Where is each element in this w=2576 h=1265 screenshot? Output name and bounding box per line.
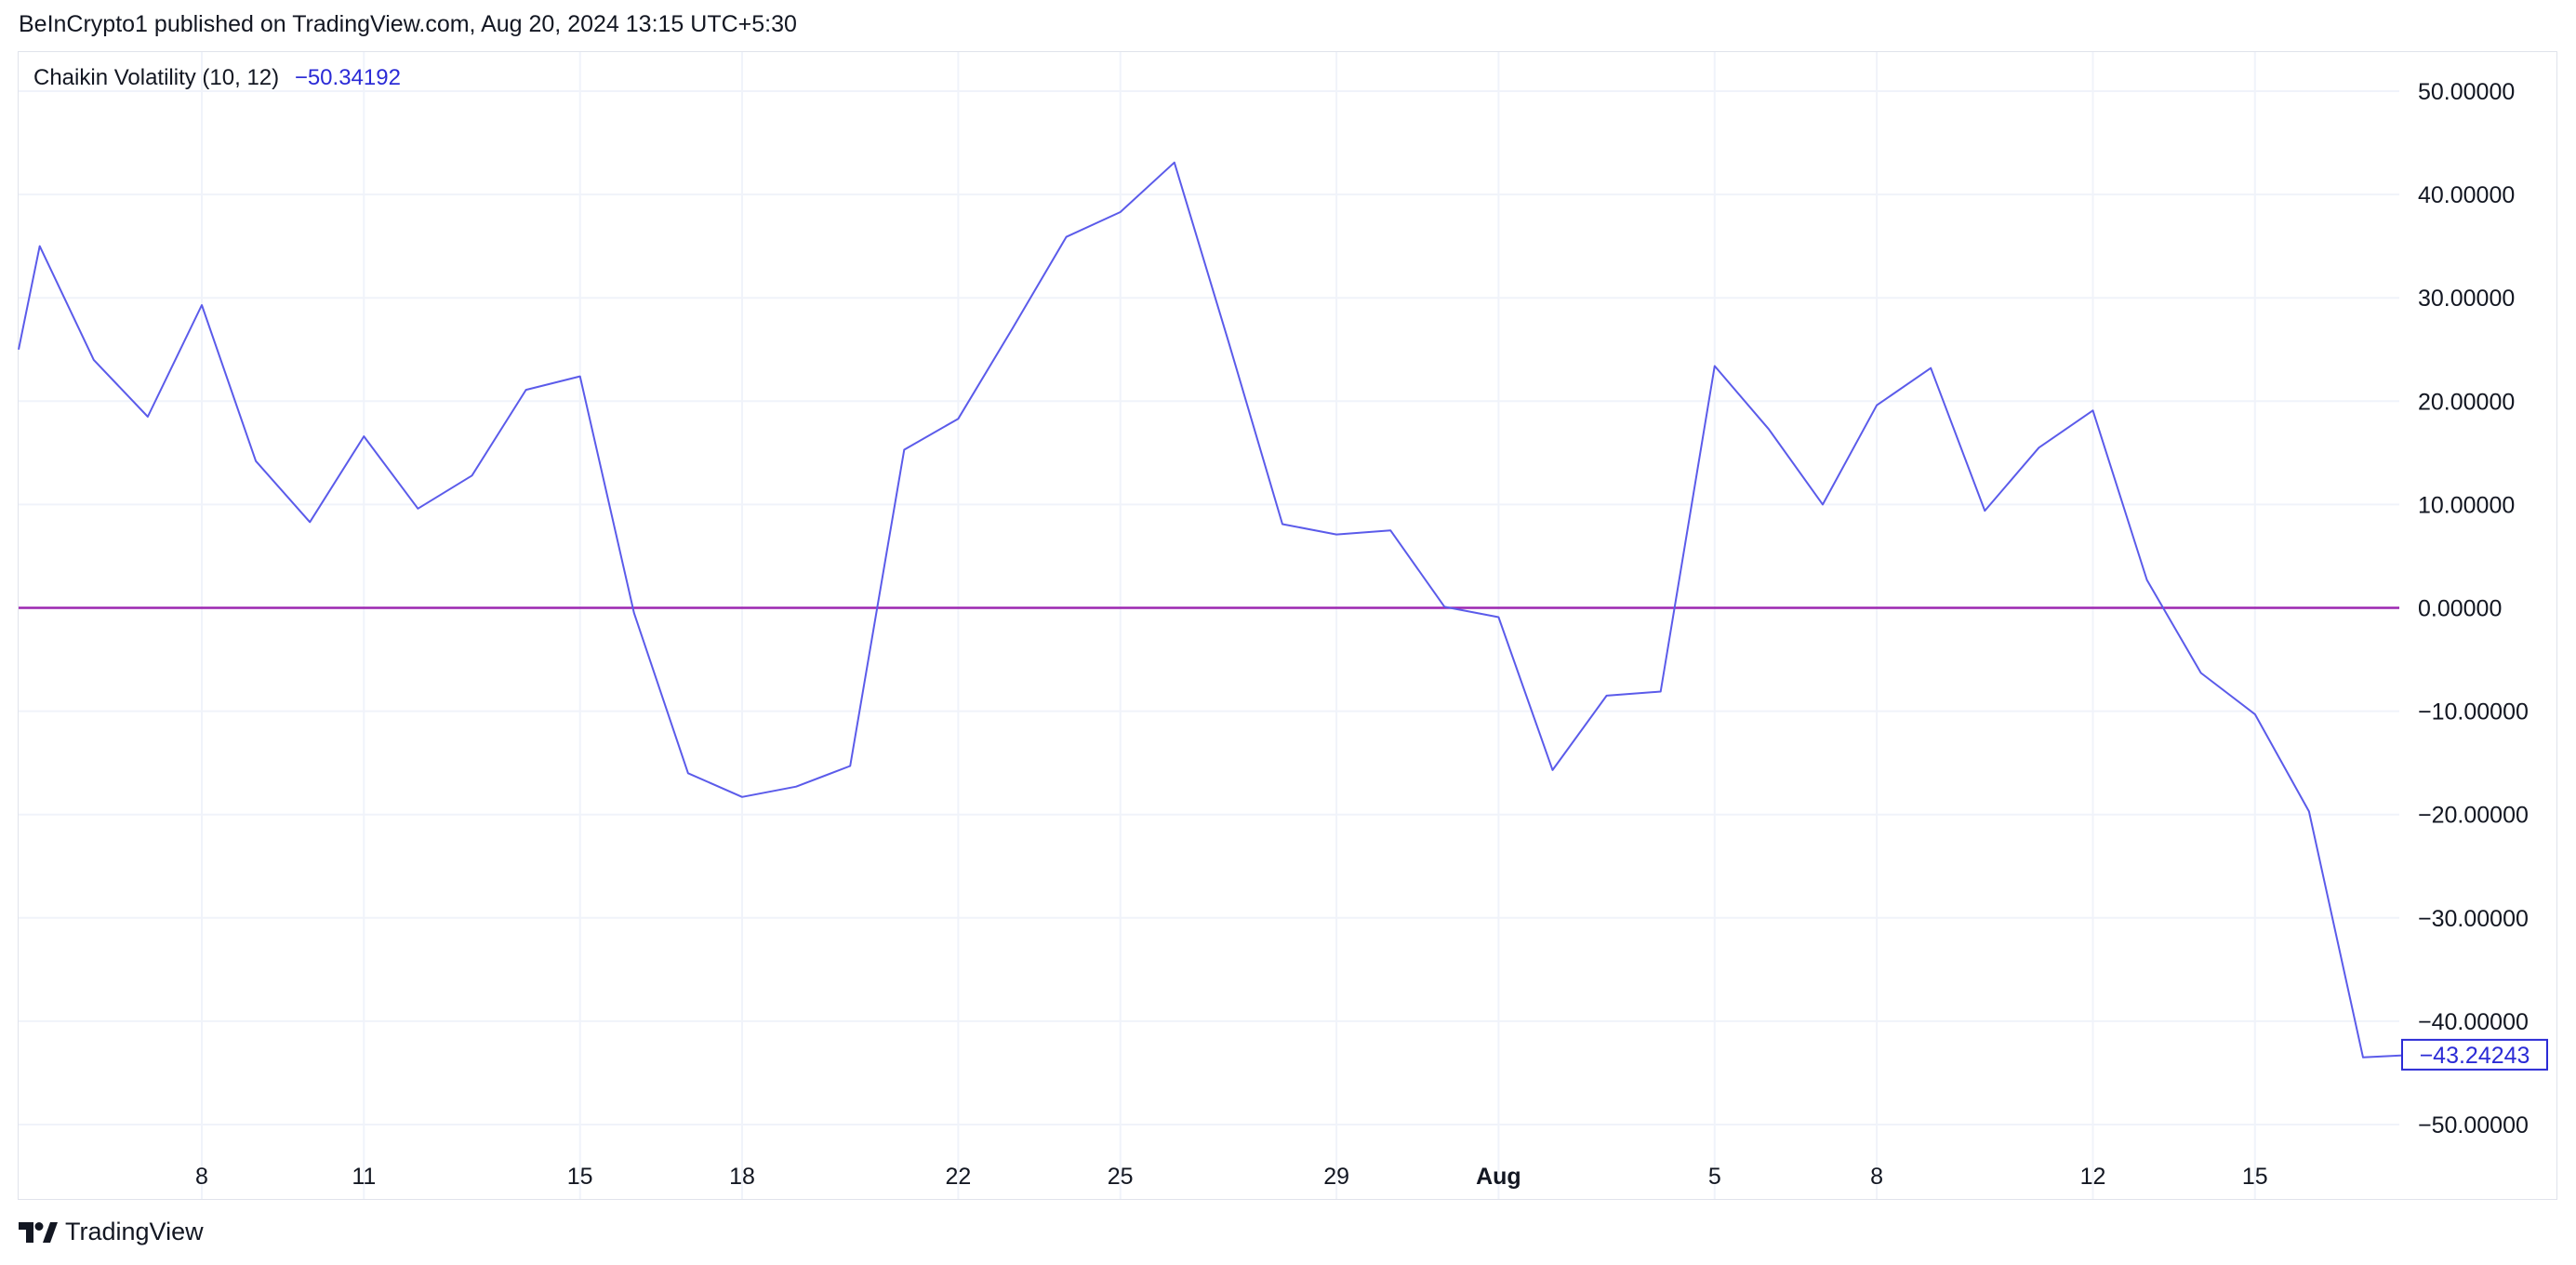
y-axis: 50.00000 40.00000 30.00000 20.00000 10.00000…	[2418, 79, 2529, 1138]
last-value-label: −43.24243	[2420, 1043, 2530, 1069]
x-tick-label: 22	[945, 1164, 971, 1190]
y-tick-label: 30.00000	[2418, 286, 2515, 312]
x-tick-label: 15	[567, 1164, 593, 1190]
y-tick-label: −20.00000	[2418, 803, 2529, 829]
y-tick-label: −50.00000	[2418, 1112, 2529, 1138]
last-value-layer: −43.24243	[2401, 1038, 2548, 1071]
y-tick-label: −40.00000	[2418, 1009, 2529, 1035]
x-tick-label: 5	[1708, 1164, 1721, 1190]
y-tick-label: 40.00000	[2418, 182, 2515, 208]
x-tick-label: 25	[1108, 1164, 1134, 1190]
y-tick-label: −10.00000	[2418, 699, 2529, 726]
series-layer	[18, 161, 2418, 1059]
y-tick-label: 10.00000	[2418, 492, 2515, 518]
y-tick-label: 0.00000	[2418, 596, 2502, 622]
x-tick-label: 8	[1870, 1164, 1883, 1190]
chart-frame	[18, 51, 2557, 1200]
x-tick-label: Aug	[1476, 1164, 1521, 1190]
last-value-box	[2401, 1038, 2548, 1071]
y-tick-label: −30.00000	[2418, 906, 2529, 932]
x-tick-label: 11	[352, 1164, 376, 1190]
x-tick-label: 12	[2080, 1164, 2106, 1190]
tradingview-logo-icon	[19, 1221, 58, 1243]
x-axis: 8 11 15 18 22 25 29 Aug 5 8 12 15	[195, 1164, 2268, 1190]
x-tick-label: 29	[1323, 1164, 1349, 1190]
indicator-name: Chaikin Volatility (10, 12)	[33, 65, 280, 90]
footer[interactable]: TradingView	[19, 1218, 204, 1246]
indicator-value: −50.34192	[294, 65, 401, 90]
indicator-legend[interactable]: Chaikin Volatility (10, 12) −50.34192	[33, 65, 401, 91]
tradingview-brand: TradingView	[65, 1218, 204, 1245]
x-tick-label: 15	[2242, 1164, 2268, 1190]
y-tick-label: 50.00000	[2418, 79, 2515, 105]
attribution-header: BeInCrypto1 published on TradingView.com…	[19, 11, 797, 37]
grid-layer	[19, 52, 2399, 1199]
x-tick-label: 8	[195, 1164, 208, 1190]
y-tick-label: 20.00000	[2418, 389, 2515, 415]
x-tick-label: 18	[729, 1164, 755, 1190]
chaikin-volatility-line	[18, 161, 2418, 1059]
